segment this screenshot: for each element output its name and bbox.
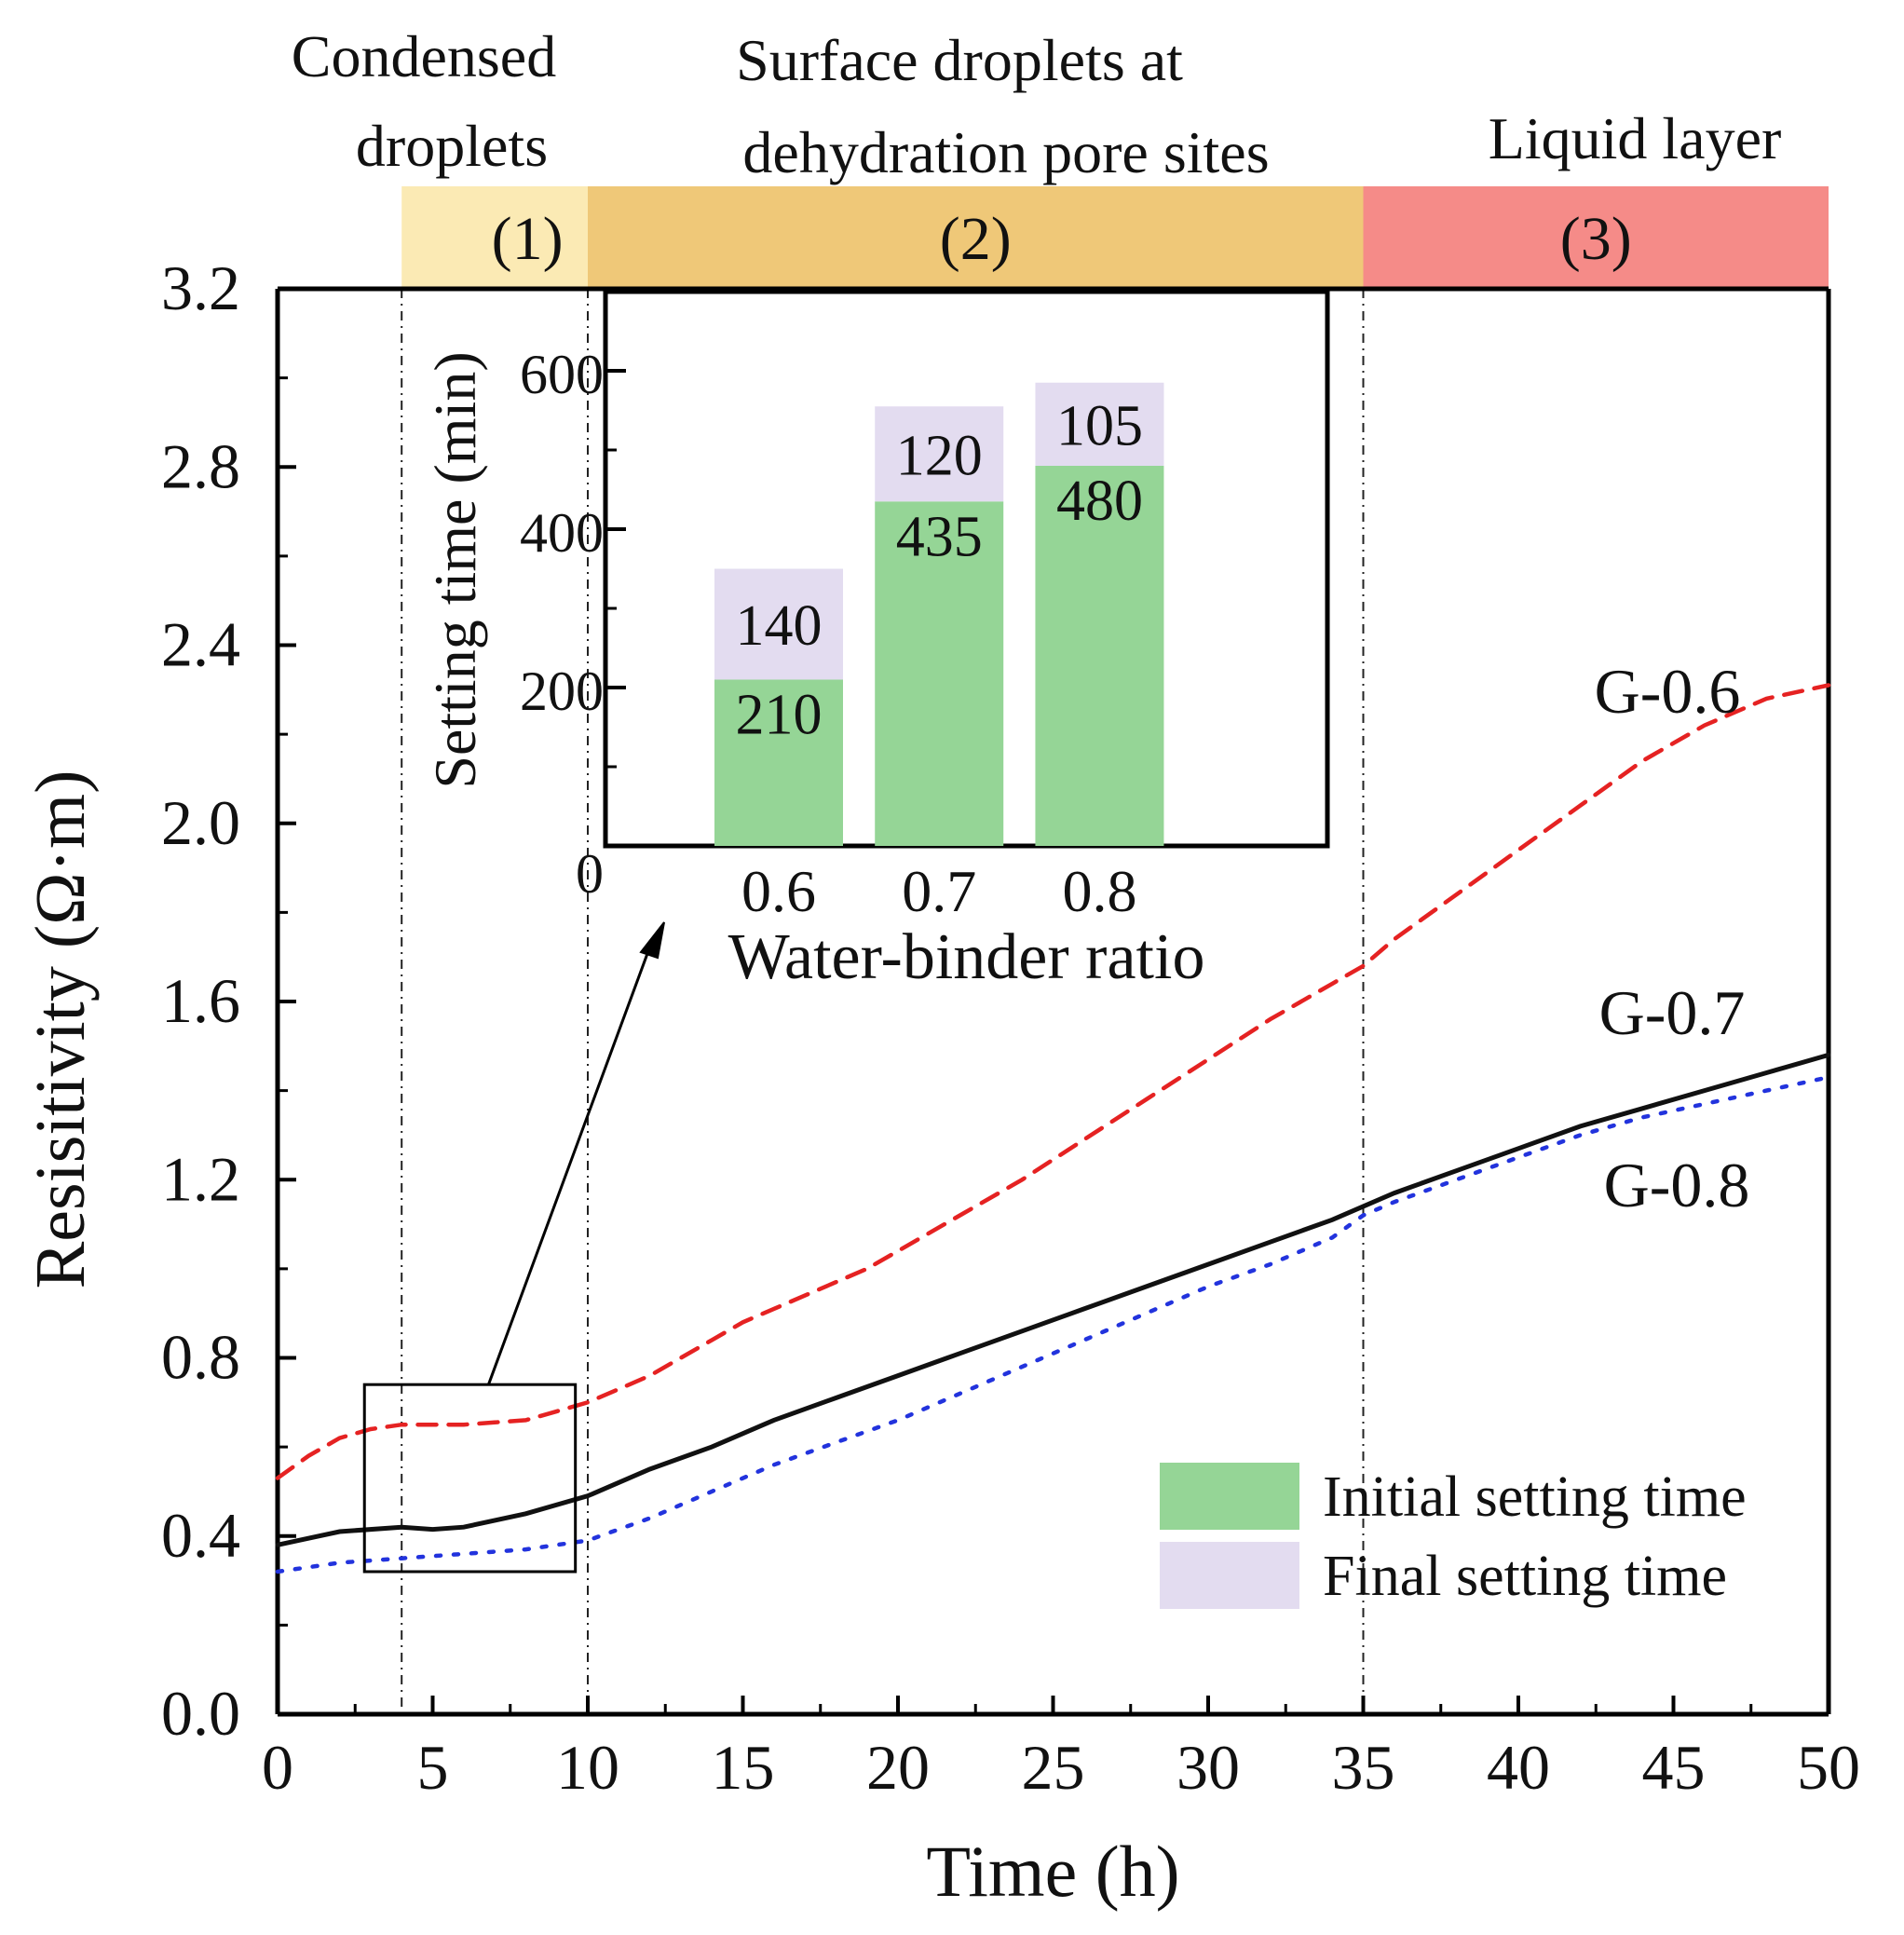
series-line-g-06: [275, 683, 1831, 1480]
x-tick-label-25: 25: [1022, 1732, 1085, 1803]
y-tick-label-2.0: 2.0: [161, 787, 240, 858]
inset-bar-value-06-initial: 210: [736, 684, 823, 747]
stage-number-1: (1): [492, 205, 564, 273]
stage-title-1-line-1: Condensed: [292, 23, 556, 89]
y-tick-label-0.0: 0.0: [161, 1678, 240, 1749]
x-tick-label-5: 5: [417, 1732, 449, 1803]
inset-bar-07-initial: [875, 501, 1004, 846]
legend-swatch-final: [1160, 1542, 1299, 1609]
x-tick-label-30: 30: [1176, 1732, 1240, 1803]
inset-bar-value-06-final: 140: [736, 594, 823, 658]
inset-y-axis-title: Setting time (min): [422, 351, 488, 788]
inset-bar-08-initial: [1035, 466, 1164, 846]
inset-y-tick-label-200: 200: [520, 661, 604, 722]
inset-y-tick-label-400: 400: [520, 502, 604, 564]
y-tick-label-1.2: 1.2: [161, 1143, 240, 1214]
stage-band-1: [401, 186, 588, 289]
x-tick-label-35: 35: [1332, 1732, 1395, 1803]
x-tick-label-15: 15: [712, 1732, 775, 1803]
y-tick-label-0.8: 0.8: [161, 1322, 240, 1393]
stage-title-1-line-2: droplets: [356, 113, 548, 179]
y-tick-label-0.4: 0.4: [161, 1500, 240, 1571]
inset-y-tick-label-0: 0: [576, 843, 604, 905]
inset-y-tick-label-600: 600: [520, 344, 604, 405]
x-tick-label-45: 45: [1642, 1732, 1706, 1803]
y-tick-label-2.8: 2.8: [161, 430, 240, 501]
zoom-box: [362, 1383, 578, 1574]
stage-number-3: (3): [1560, 205, 1632, 273]
inset-x-tick-label-08: 0.8: [1062, 858, 1136, 924]
inset-x-tick-label-06: 0.6: [741, 858, 816, 924]
y-tick-label-3.2: 3.2: [161, 252, 240, 323]
inset-x-tick-label-07: 0.7: [902, 858, 976, 924]
legend-swatch-initial: [1160, 1463, 1299, 1530]
legend-label-final: Final setting time: [1323, 1545, 1727, 1608]
series-label-g-07: G-0.7: [1599, 977, 1746, 1048]
inset-bar-06-initial: [714, 679, 843, 846]
zoom-arrow-line: [487, 940, 654, 1385]
inset-x-axis-title: Water-binder ratio: [728, 921, 1205, 993]
inset-bar-08-final: [1035, 382, 1164, 466]
inset-bar-value-08-final: 105: [1056, 394, 1143, 457]
x-axis-title: Time (h): [926, 1831, 1179, 1912]
stage-title-3-line-1: Liquid layer: [1489, 105, 1782, 171]
stage-band-2: [588, 186, 1364, 289]
series-label-g-06: G-0.6: [1595, 656, 1741, 727]
stage-title-2-line-2: dehydration pore sites: [742, 119, 1269, 185]
legend-label-initial: Initial setting time: [1323, 1465, 1747, 1529]
y-axis-title: Resisitivity (Ω·m): [21, 770, 100, 1289]
x-tick-label-40: 40: [1487, 1732, 1550, 1803]
x-tick-label-10: 10: [556, 1732, 619, 1803]
y-tick-label-2.4: 2.4: [161, 609, 240, 680]
x-tick-label-50: 50: [1797, 1732, 1860, 1803]
series-line-g-08: [275, 1075, 1831, 1574]
inset-bar-07-final: [875, 406, 1004, 502]
inset-bar-value-07-final: 120: [896, 424, 983, 487]
stage-title-2-line-1: Surface droplets at: [736, 27, 1183, 93]
y-tick-label-1.6: 1.6: [161, 965, 240, 1036]
x-tick-label-20: 20: [866, 1732, 930, 1803]
inset-bar-value-08-initial: 480: [1056, 470, 1143, 533]
stage-number-2: (2): [940, 205, 1012, 273]
series-line-g-07: [275, 1052, 1831, 1547]
inset-bar-value-07-initial: 435: [896, 505, 983, 568]
zoom-arrow-head: [639, 921, 665, 960]
stage-band-3: [1363, 186, 1829, 289]
inset-bar-06-final: [714, 568, 843, 680]
x-tick-label-0: 0: [262, 1732, 293, 1803]
series-label-g-08: G-0.8: [1604, 1150, 1750, 1220]
